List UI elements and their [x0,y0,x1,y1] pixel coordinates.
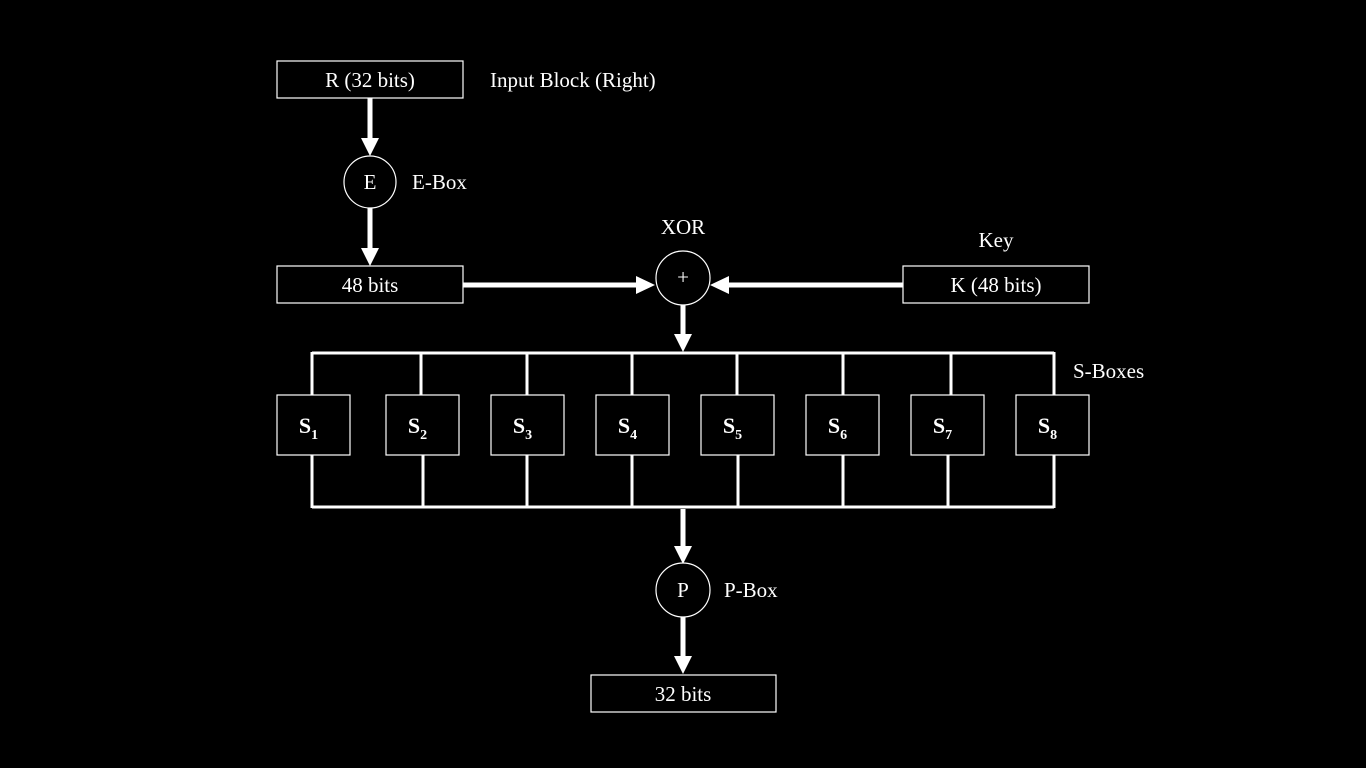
input-block-caption: Input Block (Right) [490,68,656,92]
arrowhead-p-to-output [674,656,692,674]
arrowhead-r-to-e [361,138,379,156]
sbox-4-box [595,394,670,456]
sbox-1-index: 1 [311,428,318,443]
input-block-box [276,60,464,99]
sbox-2-letter: S [408,413,420,438]
sbox-5-index: 5 [735,428,742,443]
sbox-5-label: S5 [723,413,742,443]
sbox-6-index: 6 [840,428,847,443]
sbox-group: S1 S2 S3 S4 S5 S6 S7 S8 [276,352,1090,508]
sbox-8-index: 8 [1050,428,1057,443]
sbox-3-letter: S [513,413,525,438]
arrowhead-xor-to-sboxes [674,334,692,352]
sbox-7-box [910,394,985,456]
key-box [902,265,1090,304]
key-box-label: K (48 bits) [951,273,1042,297]
expanded-block-box [276,265,464,304]
sbox-2-label: S2 [408,413,427,443]
e-box-caption: E-Box [412,170,467,194]
arrowhead-key-to-xor [710,276,729,294]
output-block-label: 32 bits [655,682,712,706]
sbox-4-index: 4 [630,428,637,443]
sbox-1-letter: S [299,413,311,438]
output-block-box [590,674,777,713]
sbox-8-letter: S [1038,413,1050,438]
sboxes-caption: S-Boxes [1073,359,1144,383]
sbox-7-label: S7 [933,413,952,443]
sbox-7-letter: S [933,413,945,438]
xor-caption: XOR [661,215,705,239]
p-box-symbol: P [677,578,689,602]
sbox-1-label: S1 [299,413,318,443]
sbox-4-label: S4 [618,413,637,443]
sbox-5-box [700,394,775,456]
sbox-3-index: 3 [525,428,532,443]
sbox-6-box [805,394,880,456]
arrowhead-expanded-to-xor [636,276,655,294]
p-box-caption: P-Box [724,578,778,602]
sbox-6-label: S6 [828,413,847,443]
arrowhead-sboxes-to-p [674,546,692,564]
key-caption: Key [979,228,1014,252]
expanded-block-label: 48 bits [342,273,399,297]
sbox-1-box [276,394,351,456]
e-box-symbol: E [364,170,377,194]
sbox-3-box [490,394,565,456]
sbox-4-letter: S [618,413,630,438]
sbox-7-index: 7 [945,428,952,443]
sbox-8-label: S8 [1038,413,1057,443]
sbox-5-letter: S [723,413,735,438]
sbox-8-box [1015,394,1090,456]
sbox-3-label: S3 [513,413,532,443]
input-block-label: R (32 bits) [325,68,415,92]
arrowhead-e-to-expanded [361,248,379,266]
xor-symbol: + [677,265,689,289]
sbox-2-index: 2 [420,428,427,443]
sbox-6-letter: S [828,413,840,438]
sbox-2-box [385,394,460,456]
